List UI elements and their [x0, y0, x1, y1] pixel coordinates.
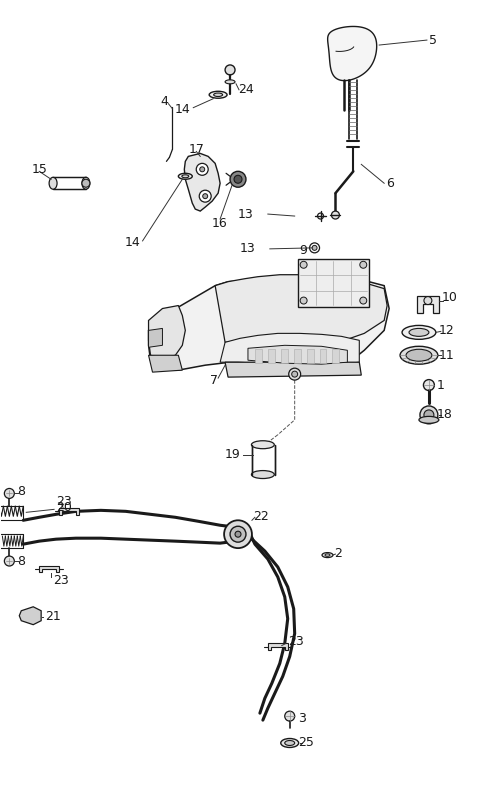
Polygon shape: [148, 279, 389, 370]
Text: 11: 11: [439, 349, 455, 362]
Text: 23: 23: [56, 495, 72, 508]
Polygon shape: [328, 26, 377, 81]
Text: 19: 19: [224, 448, 240, 461]
Circle shape: [203, 194, 208, 198]
Ellipse shape: [419, 416, 439, 423]
Text: 9: 9: [300, 245, 308, 257]
Text: 13: 13: [238, 207, 254, 221]
Circle shape: [300, 261, 307, 268]
Circle shape: [224, 520, 252, 548]
Text: 21: 21: [45, 611, 61, 623]
Polygon shape: [148, 306, 185, 358]
Text: 24: 24: [238, 83, 254, 96]
Ellipse shape: [209, 91, 227, 98]
Text: 20: 20: [56, 501, 72, 514]
Ellipse shape: [402, 326, 436, 339]
Text: 2: 2: [335, 546, 342, 560]
Circle shape: [4, 488, 14, 499]
Text: 18: 18: [437, 408, 453, 422]
Polygon shape: [19, 607, 41, 625]
Circle shape: [300, 297, 307, 304]
Polygon shape: [59, 508, 79, 515]
Text: 5: 5: [429, 33, 437, 47]
Text: 10: 10: [442, 291, 458, 304]
Polygon shape: [215, 275, 387, 342]
Polygon shape: [39, 565, 59, 572]
Ellipse shape: [82, 177, 90, 189]
Polygon shape: [148, 329, 162, 347]
Text: 13: 13: [240, 242, 256, 256]
Polygon shape: [333, 349, 339, 363]
Ellipse shape: [214, 93, 223, 97]
Circle shape: [235, 531, 241, 538]
Ellipse shape: [400, 346, 438, 364]
Circle shape: [423, 380, 434, 391]
Circle shape: [200, 167, 204, 172]
Polygon shape: [281, 349, 288, 363]
Circle shape: [196, 164, 208, 175]
Polygon shape: [148, 355, 182, 372]
Polygon shape: [268, 349, 275, 363]
Text: 8: 8: [17, 485, 25, 498]
Ellipse shape: [182, 175, 189, 178]
Text: 23: 23: [288, 635, 303, 648]
Polygon shape: [255, 349, 262, 363]
Circle shape: [230, 172, 246, 187]
Text: 14: 14: [125, 237, 141, 249]
Polygon shape: [307, 349, 313, 363]
Ellipse shape: [281, 738, 299, 747]
Ellipse shape: [285, 741, 295, 746]
Text: 16: 16: [212, 217, 228, 229]
Circle shape: [225, 65, 235, 75]
Polygon shape: [294, 349, 300, 363]
Ellipse shape: [322, 553, 333, 557]
Circle shape: [360, 297, 367, 304]
Text: 8: 8: [17, 554, 25, 568]
Text: 23: 23: [53, 574, 69, 588]
Circle shape: [234, 175, 242, 183]
Polygon shape: [268, 643, 288, 650]
Text: 12: 12: [439, 324, 455, 337]
Text: 1: 1: [437, 379, 445, 391]
Ellipse shape: [225, 80, 235, 84]
Ellipse shape: [409, 329, 429, 337]
Circle shape: [424, 297, 432, 305]
Text: 7: 7: [210, 374, 218, 387]
Ellipse shape: [252, 441, 274, 449]
Ellipse shape: [325, 554, 330, 557]
Text: 15: 15: [31, 163, 47, 175]
Ellipse shape: [49, 177, 57, 189]
Polygon shape: [184, 153, 220, 211]
Circle shape: [285, 711, 295, 721]
Circle shape: [420, 406, 438, 424]
Text: 22: 22: [253, 510, 269, 522]
Polygon shape: [320, 349, 326, 363]
Text: 4: 4: [160, 95, 168, 108]
Ellipse shape: [252, 471, 274, 479]
Text: 14: 14: [175, 103, 190, 116]
Text: 6: 6: [386, 177, 394, 190]
Circle shape: [360, 261, 367, 268]
Circle shape: [424, 410, 434, 420]
Polygon shape: [417, 295, 439, 314]
Circle shape: [312, 245, 317, 250]
FancyBboxPatch shape: [298, 259, 369, 306]
Circle shape: [332, 211, 339, 219]
Polygon shape: [248, 345, 348, 364]
Ellipse shape: [406, 349, 432, 361]
Circle shape: [292, 371, 298, 377]
Text: 3: 3: [298, 711, 306, 725]
Circle shape: [288, 368, 300, 380]
Text: 17: 17: [188, 143, 204, 156]
Polygon shape: [225, 362, 361, 377]
Circle shape: [199, 191, 211, 202]
Circle shape: [82, 179, 90, 187]
Polygon shape: [220, 333, 360, 364]
Circle shape: [230, 526, 246, 542]
Ellipse shape: [179, 173, 192, 179]
Circle shape: [4, 556, 14, 566]
Text: 25: 25: [298, 737, 313, 750]
